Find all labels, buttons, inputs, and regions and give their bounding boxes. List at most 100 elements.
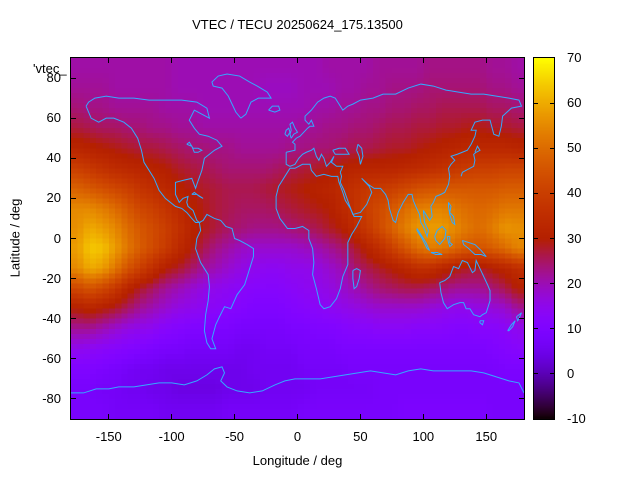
coastline-ireland: [285, 128, 290, 136]
coastline-new-zealand-north: [516, 313, 521, 321]
colorbar-tick-label: 40: [567, 185, 582, 201]
y-tick-label: 20: [46, 190, 61, 206]
coastline-iceland: [269, 106, 280, 112]
colorbar-tick-mark-right: [550, 147, 554, 149]
x-tick-mark: [359, 414, 361, 419]
x-tick-mark: [171, 414, 173, 419]
y-tick-label: 80: [46, 70, 61, 86]
coastline-eurasia: [286, 84, 521, 236]
y-tick-mark-right: [519, 318, 524, 320]
colorbar-tick-label: 60: [567, 95, 582, 111]
colorbar-tick-mark: [534, 192, 538, 194]
coastline-java: [431, 253, 442, 255]
coastline-greenland: [212, 74, 271, 118]
colorbar-tick-mark: [534, 283, 538, 285]
y-tick-mark: [71, 238, 76, 239]
colorbar-tick-mark: [534, 328, 538, 330]
x-tick-mark: [422, 414, 424, 419]
x-tick-label: -150: [95, 429, 122, 444]
x-tick-label: -50: [225, 429, 244, 444]
y-tick-label: 0: [53, 230, 61, 246]
colorbar-tick-label: 10: [567, 320, 582, 336]
coastline-borneo: [435, 226, 446, 244]
y-tick-mark-right: [519, 398, 524, 400]
coastline-south-america: [196, 214, 254, 348]
coastlines-overlay: [71, 58, 524, 419]
tec-heatmap: [71, 58, 524, 419]
colorbar-tick-mark: [534, 102, 538, 104]
coastline-great-lakes: [187, 142, 202, 152]
y-tick-mark: [71, 358, 76, 360]
coastline-black-sea: [333, 148, 349, 154]
y-tick-mark: [71, 77, 76, 79]
x-tick-label: 150: [475, 429, 498, 444]
x-tick-mark-top: [422, 58, 424, 63]
colorbar-tick-mark: [534, 373, 538, 375]
x-tick-mark: [108, 414, 110, 419]
y-tick-label: 40: [46, 150, 61, 166]
plot-title: VTEC / TECU 20250624_175.13500: [192, 17, 403, 32]
x-tick-mark-top: [171, 58, 173, 63]
colorbar-tick-mark-right: [550, 283, 554, 285]
y-tick-mark: [71, 197, 76, 199]
y-tick-mark-right: [519, 157, 524, 159]
coastline-sulawesi: [447, 236, 452, 246]
colorbar-tick-mark-right: [550, 192, 554, 194]
coastline-north-america: [86, 96, 222, 222]
colorbar-tick-label: 0: [567, 365, 575, 381]
colorbar-tick-mark: [534, 147, 538, 149]
colorbar-tick-label: 20: [567, 275, 582, 291]
y-tick-label: -80: [42, 390, 61, 406]
y-tick-label: -60: [42, 350, 61, 366]
coastline-new-guinea: [462, 241, 486, 257]
x-tick-label: 100: [412, 429, 435, 444]
colorbar-tick-label: 70: [567, 50, 582, 65]
y-tick-mark-right: [519, 358, 524, 360]
y-tick-mark-right: [519, 238, 524, 239]
x-tick-mark-top: [297, 58, 298, 63]
map-plot-area: [70, 57, 525, 420]
x-axis-label: Longitude / deg: [252, 453, 343, 468]
coastline-australia: [440, 261, 490, 317]
y-tick-mark-right: [519, 197, 524, 199]
colorbar-tick-mark-right: [550, 238, 554, 239]
x-tick-mark: [297, 414, 298, 419]
colorbar-tick-mark-right: [550, 328, 554, 330]
y-tick-label: -20: [42, 270, 61, 286]
coastline-japan: [461, 146, 480, 176]
colorbar-tick-label: -10: [567, 411, 586, 426]
coastline-philippines: [449, 202, 455, 224]
colorbar: [533, 57, 555, 420]
y-tick-mark: [71, 318, 76, 320]
colorbar-tick-mark-right: [550, 102, 554, 104]
x-tick-mark-top: [485, 58, 487, 63]
y-tick-mark-right: [519, 77, 524, 79]
coastline-madagascar: [353, 269, 361, 289]
y-tick-mark: [71, 398, 76, 400]
y-tick-mark: [71, 117, 76, 119]
x-tick-mark: [485, 414, 487, 419]
coastline-antarctica: [71, 367, 524, 393]
y-tick-label: -40: [42, 310, 61, 326]
x-tick-mark: [234, 414, 236, 419]
y-tick-mark-right: [519, 117, 524, 119]
x-tick-mark-top: [234, 58, 236, 63]
colorbar-tick-mark-right: [550, 373, 554, 375]
y-tick-label: 60: [46, 110, 61, 126]
y-tick-mark: [71, 157, 76, 159]
key-title-label: 'vtec_: [33, 61, 67, 76]
x-tick-label: 50: [353, 429, 368, 444]
x-tick-label: 0: [293, 429, 302, 444]
x-tick-label: -100: [158, 429, 185, 444]
x-tick-mark-top: [108, 58, 110, 63]
coastline-sumatra: [417, 228, 430, 250]
colorbar-tick-label: 30: [567, 230, 582, 246]
coastline-tasmania: [480, 321, 484, 325]
coastline-uk: [290, 122, 298, 138]
y-tick-mark-right: [519, 278, 524, 280]
x-tick-mark-top: [359, 58, 361, 63]
colorbar-tick-label: 50: [567, 140, 582, 156]
coastline-new-zealand-south: [508, 321, 516, 331]
coastline-africa: [276, 164, 362, 308]
